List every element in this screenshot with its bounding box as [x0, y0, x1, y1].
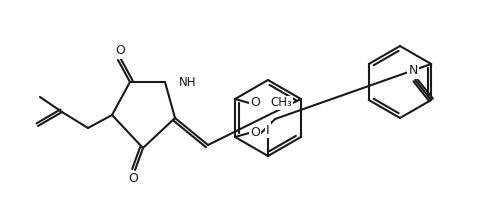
Text: O: O — [250, 96, 260, 110]
Text: O: O — [250, 127, 260, 139]
Text: O: O — [115, 45, 125, 57]
Text: NH: NH — [179, 75, 196, 88]
Text: N: N — [409, 64, 418, 78]
Text: O: O — [128, 173, 138, 186]
Text: CH₃: CH₃ — [270, 96, 292, 110]
Text: I: I — [266, 124, 270, 137]
